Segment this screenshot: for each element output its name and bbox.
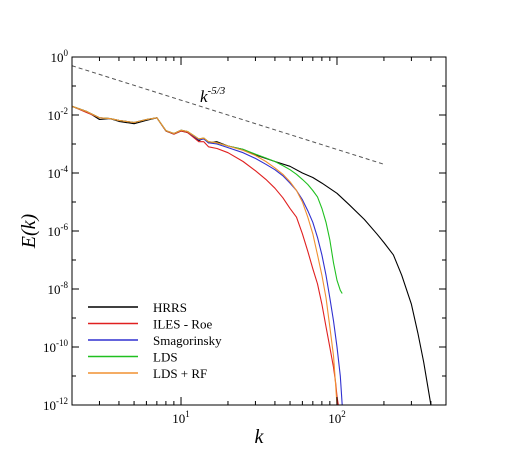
y-tick-label-base: 10 <box>51 50 64 65</box>
y-axis-label: E(k) <box>18 213 40 249</box>
series-layer <box>71 105 435 406</box>
legend-label: LDS + RF <box>153 366 207 381</box>
y-tick-label: 10-6 <box>48 222 69 239</box>
ticks-layer <box>71 56 447 406</box>
y-tick-label: 100 <box>51 48 69 65</box>
x-tick-label-exp: 1 <box>185 409 190 419</box>
y-tick-label-base: 10 <box>48 166 61 181</box>
y-tick-label: 10-4 <box>48 164 69 181</box>
x-tick-label: 101 <box>172 409 190 426</box>
y-tick-label-exp: 0 <box>64 48 69 58</box>
y-tick-label: 10-2 <box>48 106 69 123</box>
y-tick-label-base: 10 <box>48 108 61 123</box>
x-tick-label: 102 <box>328 409 346 426</box>
slope-reference-line <box>71 65 385 165</box>
y-tick-label: 10-12 <box>43 396 68 413</box>
y-tick-label-exp: -6 <box>61 222 69 232</box>
y-tick-label-base: 10 <box>43 398 56 413</box>
x-tick-label-base: 10 <box>172 411 185 426</box>
legend-label: LDS <box>153 350 178 365</box>
y-tick-label: 10-8 <box>48 280 69 297</box>
legend-label: ILES - Roe <box>153 317 212 332</box>
y-tick-label-exp: -10 <box>56 338 68 348</box>
x-axis-label: k <box>255 426 265 448</box>
series-line-1 <box>71 105 339 406</box>
slope-label-exp: -5/3 <box>208 85 226 97</box>
y-tick-label-exp: -4 <box>61 164 69 174</box>
slope-reference-label: k-5/3 <box>200 85 226 106</box>
reference-slope-layer: k-5/3 <box>71 65 385 165</box>
legend-label: HRRS <box>153 300 187 315</box>
y-tick-label-base: 10 <box>48 282 61 297</box>
series-line-4 <box>71 105 338 406</box>
legend-label: Smagorinsky <box>153 333 222 348</box>
y-tick-label: 10-10 <box>43 338 68 355</box>
y-tick-label-exp: -12 <box>56 396 68 406</box>
y-tick-label-exp: -8 <box>61 280 69 290</box>
plot-frame <box>71 56 447 406</box>
y-tick-label-base: 10 <box>43 340 56 355</box>
x-tick-label-base: 10 <box>328 411 341 426</box>
slope-label-base: k <box>200 87 208 106</box>
x-tick-label-exp: 2 <box>341 409 346 419</box>
series-line-2 <box>71 105 343 406</box>
y-tick-label-base: 10 <box>48 224 61 239</box>
y-tick-label-exp: -2 <box>61 106 69 116</box>
series-line-0 <box>71 105 435 406</box>
